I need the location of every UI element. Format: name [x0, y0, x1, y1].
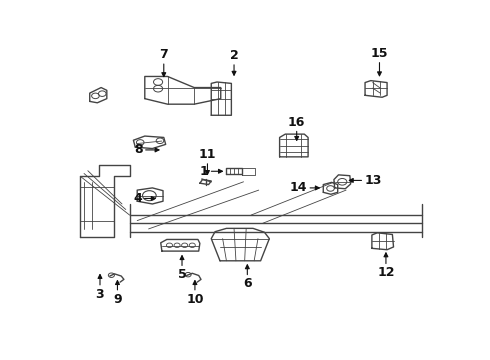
Text: 13: 13: [364, 174, 382, 187]
Text: 15: 15: [371, 47, 388, 60]
Text: 14: 14: [290, 181, 307, 194]
Text: 6: 6: [243, 278, 252, 291]
Text: 10: 10: [186, 293, 204, 306]
Text: 16: 16: [288, 116, 305, 129]
Text: 5: 5: [178, 268, 186, 281]
Text: 2: 2: [230, 49, 239, 62]
Text: 4: 4: [133, 192, 142, 205]
Text: 7: 7: [159, 48, 168, 61]
Text: 8: 8: [134, 143, 143, 157]
Text: 9: 9: [113, 293, 122, 306]
Text: 12: 12: [377, 266, 394, 279]
Text: 11: 11: [199, 148, 216, 161]
Text: 3: 3: [96, 288, 104, 301]
Text: 1: 1: [200, 165, 209, 178]
